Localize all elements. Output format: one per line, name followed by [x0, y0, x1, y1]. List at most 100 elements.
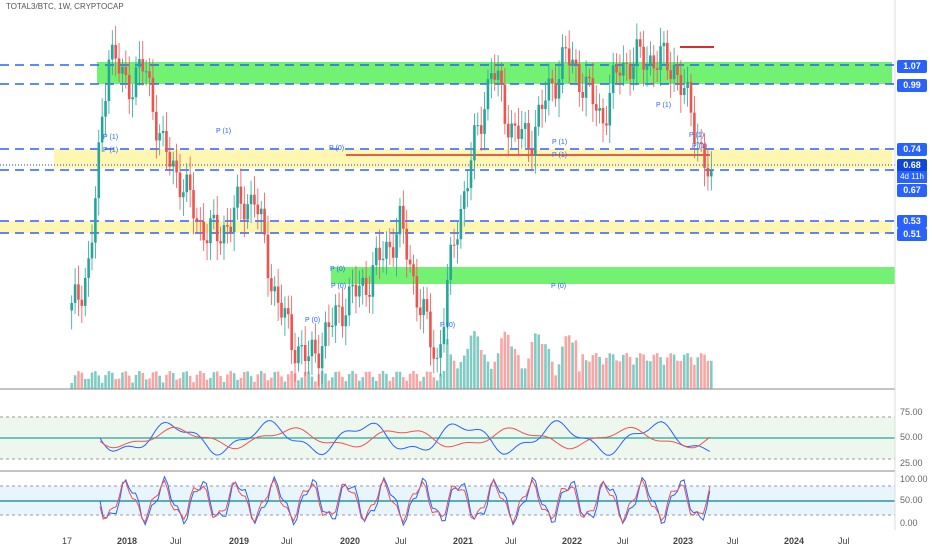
candle-body — [605, 123, 608, 126]
candle-body — [151, 77, 155, 112]
candle-body — [588, 76, 591, 79]
volume-bar — [330, 377, 334, 389]
volume-bar — [97, 375, 101, 389]
volume-bar — [408, 373, 412, 389]
candle-body — [107, 59, 111, 102]
candle-body — [649, 55, 652, 66]
volume-bar — [635, 357, 639, 389]
x-tick-label: Jul — [838, 536, 850, 546]
volume-bar — [435, 380, 439, 389]
x-tick-label: Jul — [395, 536, 407, 546]
volume-bar — [286, 374, 290, 389]
candle-body — [496, 70, 500, 80]
candle-body — [351, 284, 354, 287]
candle-body — [520, 128, 524, 139]
volume-bar — [303, 371, 307, 389]
volume-bar — [107, 371, 111, 389]
pivot-label: P (0) — [329, 145, 344, 152]
candle-body — [158, 133, 161, 141]
candle-body — [452, 244, 456, 246]
volume-bar — [259, 371, 263, 389]
volume-bar — [175, 379, 178, 389]
candle-body — [703, 143, 706, 168]
candle-body — [662, 42, 666, 47]
volume-bar — [622, 354, 625, 389]
volume-bar — [310, 376, 314, 389]
volume-bar — [550, 361, 554, 389]
candle-body — [601, 107, 605, 124]
candle-body — [195, 218, 199, 221]
candle-body — [155, 111, 158, 141]
pivot-label: P (1) — [552, 152, 567, 159]
volume-bar — [642, 354, 645, 389]
volume-bar — [500, 338, 503, 389]
candle-body — [192, 190, 195, 219]
candle-body — [90, 242, 94, 259]
candle-body — [354, 284, 358, 297]
x-tick-label: 2019 — [229, 536, 250, 546]
volume-bar — [226, 374, 229, 389]
volume-bar — [94, 371, 97, 389]
price-tag-067: 0.67 — [897, 184, 927, 197]
candle-body — [425, 299, 429, 312]
candle-body — [117, 58, 121, 74]
volume-bar — [571, 342, 574, 389]
candle-body — [655, 68, 659, 71]
volume-bar — [662, 364, 666, 389]
volume-bar — [449, 354, 453, 389]
volume-bar — [327, 380, 331, 389]
candle-body — [320, 346, 324, 369]
pivot-label: P (0) — [330, 266, 345, 273]
pivot-label: P (1) — [689, 132, 704, 139]
volume-bar — [192, 382, 195, 389]
volume-bar — [710, 360, 713, 389]
candle-body — [368, 294, 371, 297]
volume-bar — [270, 377, 273, 389]
pivot-label: P (1) — [103, 134, 118, 141]
candle-body — [442, 326, 446, 345]
candle-body — [571, 59, 574, 66]
candle-body — [405, 228, 409, 260]
candle-body — [222, 225, 226, 244]
candle-body — [286, 308, 290, 315]
volume-bar — [266, 380, 270, 389]
candle-body — [114, 44, 117, 59]
candle-body — [182, 192, 185, 198]
candle-body — [591, 78, 595, 105]
volume-bar — [263, 373, 266, 389]
x-tick-label: Jul — [617, 536, 629, 546]
candle-body — [523, 123, 527, 129]
candle-body — [148, 71, 151, 78]
volume-bar — [462, 355, 466, 389]
candle-body — [456, 239, 459, 245]
volume-bar — [127, 375, 131, 389]
candle-body — [642, 46, 645, 70]
volume-bar — [649, 361, 652, 389]
candle-body — [412, 264, 415, 277]
candle-body — [212, 214, 216, 219]
candle-body — [422, 299, 425, 316]
volume-bar — [594, 353, 598, 389]
volume-bar — [483, 354, 486, 389]
candle-body — [303, 344, 307, 362]
candle-body — [550, 78, 554, 84]
volume-bar — [679, 361, 683, 389]
candle-body — [547, 78, 551, 101]
price-tag-068: 0.68 — [897, 159, 927, 172]
candle-body — [628, 63, 632, 80]
volume-bar — [324, 373, 327, 389]
candle-body — [581, 92, 584, 98]
pivot-label: P (1) — [692, 143, 707, 150]
volume-bar — [273, 372, 277, 389]
volume-bar — [73, 375, 77, 389]
candle-body — [283, 308, 287, 318]
pivot-markers: P (1) P (1) P (1) P (0) P (0) P (0) P (0) P (0)… — [103, 102, 707, 329]
candle-body — [175, 160, 178, 173]
volume-bar — [314, 381, 317, 389]
volume-bar — [354, 373, 358, 389]
candle-body — [385, 241, 388, 259]
volume-bar — [232, 373, 236, 389]
pivot-label: P (0) — [331, 283, 346, 290]
candle-body — [236, 186, 239, 208]
volume-bar — [469, 335, 473, 389]
